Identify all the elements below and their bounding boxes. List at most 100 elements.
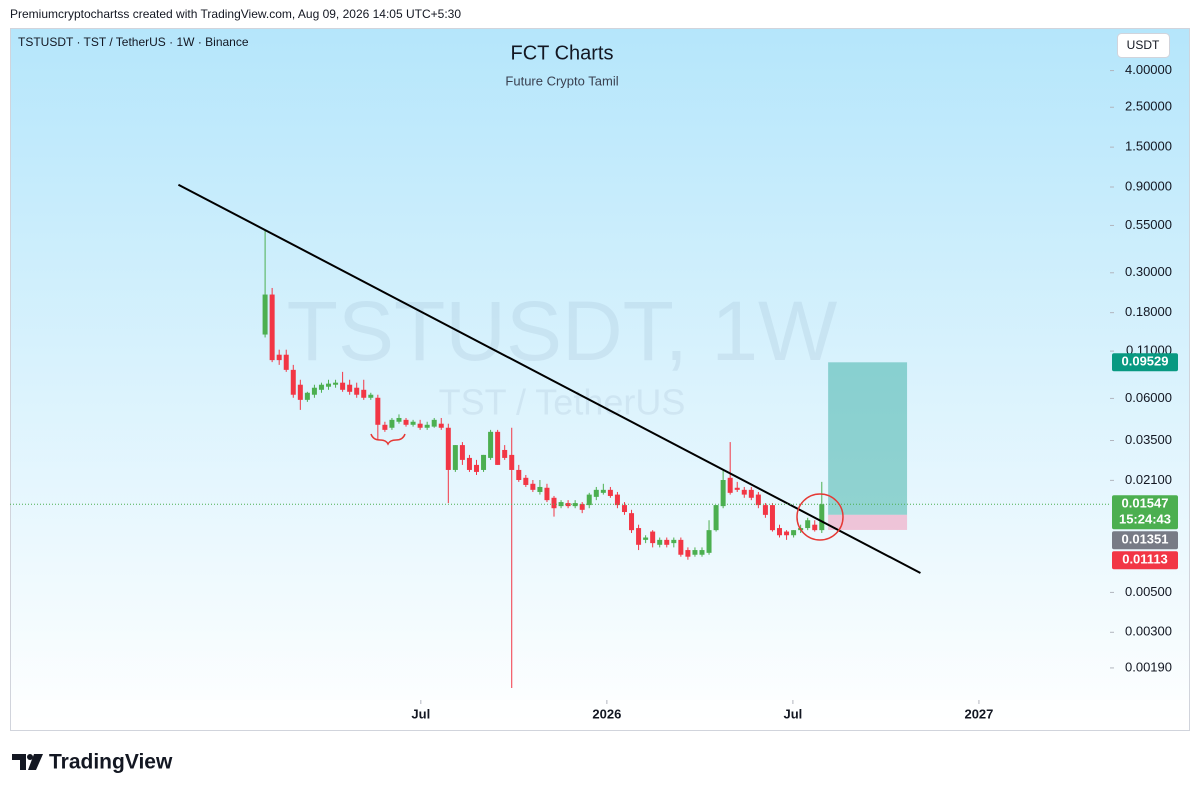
candle-body: [396, 417, 402, 422]
candle-body: [791, 530, 797, 536]
candle-body: [424, 424, 430, 428]
candle-body: [607, 489, 613, 496]
candle-body: [516, 469, 522, 480]
candle-body: [657, 539, 663, 545]
x-tick-label: 2026: [592, 706, 621, 721]
candle-body: [819, 504, 825, 531]
y-tick-label: 0.18000: [1125, 304, 1172, 319]
candle-body: [473, 464, 479, 472]
footer-logo: [12, 754, 43, 770]
price-tag: [1112, 353, 1178, 372]
price-tag-label: 0.01113: [1122, 552, 1168, 567]
candle-body: [664, 539, 670, 545]
candle-body: [678, 539, 684, 555]
candle-body: [417, 423, 423, 428]
price-tag-label: 0.09529: [1122, 354, 1169, 369]
candle-body: [805, 520, 811, 529]
candle-body: [368, 394, 374, 398]
logo-dot: [27, 754, 33, 760]
candle-body: [509, 454, 515, 470]
candle-body: [600, 489, 606, 493]
candle-body: [650, 531, 656, 544]
candle-body: [361, 389, 367, 398]
candle-body: [784, 531, 790, 536]
candle-body: [586, 494, 592, 506]
price-tag: [1112, 495, 1178, 530]
candle-body: [452, 445, 458, 470]
candle-body: [466, 457, 472, 470]
candle-body: [572, 503, 578, 507]
candle-body: [502, 449, 508, 458]
candle-body: [311, 387, 317, 395]
candle-body: [769, 505, 775, 531]
y-tick-label: 0.55000: [1125, 217, 1172, 232]
y-tick-label: 0.03500: [1125, 432, 1172, 447]
candle-body: [713, 505, 719, 531]
y-tick-label: 4.00000: [1125, 62, 1172, 77]
currency-label: USDT: [1127, 38, 1160, 52]
watermark: TSTUSDT, 1W: [287, 284, 838, 378]
candle-body: [706, 530, 712, 553]
chart-panel: [10, 28, 1190, 731]
footer-brand: TradingView: [49, 751, 173, 774]
candle-body: [741, 489, 747, 495]
y-tick-label: 2.50000: [1125, 99, 1172, 114]
candle-body: [290, 369, 296, 395]
position-stop-zone: [828, 514, 908, 530]
brace-annotation: [370, 433, 406, 446]
x-tick-label: Jul: [411, 706, 430, 721]
candle-body: [326, 383, 332, 387]
candle-body: [734, 487, 740, 490]
plot-area: 4.00000 2.50000 1.50000 0.90000 0.55000 0.300…: [10, 62, 1172, 721]
candle-body: [727, 477, 733, 493]
y-tick-label: 0.90000: [1125, 178, 1172, 193]
candle-body: [671, 539, 677, 544]
header-text: Premiumcryptochartss created with Tradin…: [10, 7, 461, 21]
candle-body: [340, 382, 346, 390]
y-tick-label: 0.02100: [1125, 472, 1172, 487]
countdown-label: 15:24:43: [1119, 512, 1171, 527]
candle-body: [544, 487, 550, 501]
candle-body: [629, 513, 635, 531]
price-tag: [1112, 551, 1178, 570]
candle-body: [692, 550, 698, 555]
symbol-line: TSTUSDT · TST / TetherUS · 1W · Binance: [18, 35, 249, 49]
candle-body: [410, 421, 416, 425]
y-tick-label: 0.30000: [1125, 264, 1172, 279]
candle-body: [318, 384, 324, 390]
candle-body: [333, 382, 339, 385]
y-tick-label: 1.50000: [1125, 139, 1172, 154]
price-tag: [1112, 531, 1178, 550]
candle-body: [699, 550, 705, 555]
candle-body: [495, 431, 501, 465]
candle-body: [523, 477, 529, 485]
position-profit-zone: [828, 362, 908, 515]
candle-body: [389, 419, 395, 428]
candle-body: [276, 354, 282, 361]
y-tick-label: 0.00190: [1125, 659, 1172, 674]
price-tag-label: 0.01351: [1122, 532, 1169, 547]
candle-body: [593, 489, 599, 497]
candle-body: [537, 486, 543, 492]
candle-body: [551, 497, 557, 509]
candle-body: [347, 384, 353, 392]
candle-body: [643, 537, 649, 540]
candle-body: [283, 354, 289, 370]
price-tag-label: 0.01547: [1122, 496, 1169, 511]
y-tick-label: 0.00500: [1125, 584, 1172, 599]
candle-body: [438, 423, 444, 428]
candle-body: [269, 294, 275, 361]
candle-body: [297, 384, 303, 400]
candle-body: [579, 504, 585, 510]
candle-body: [382, 424, 388, 430]
candle-body: [375, 397, 381, 425]
logo-mark: [12, 754, 26, 770]
currency-button[interactable]: [1117, 33, 1170, 58]
x-tick-label: 2027: [964, 706, 993, 721]
candle-body: [762, 505, 768, 515]
candle-body: [481, 454, 487, 470]
candle-body: [354, 387, 360, 395]
candle-body: [304, 392, 310, 400]
